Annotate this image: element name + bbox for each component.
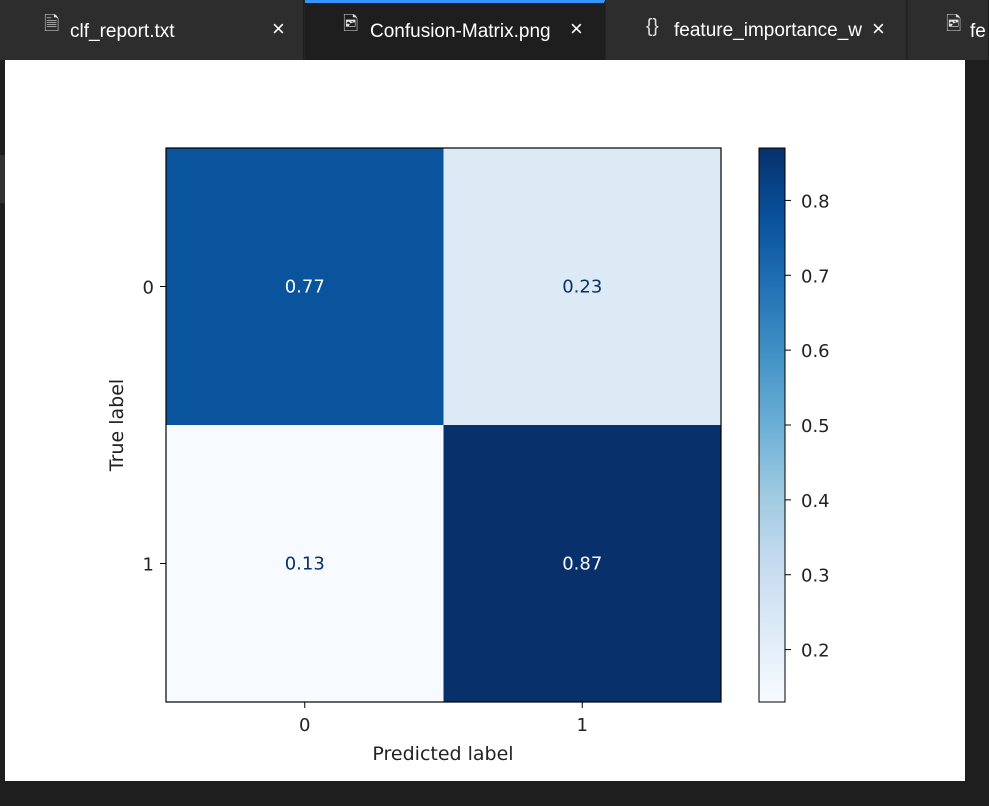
json-braces-icon: {} <box>646 16 659 37</box>
image-file-icon: 🖻 <box>946 14 962 35</box>
tab-label: clf_report.txt <box>70 21 175 42</box>
scroll-marker <box>0 155 5 203</box>
file-text-icon: 🗎 <box>44 14 60 35</box>
tab-clf-report[interactable]: 🗎 clf_report.txt × <box>0 0 304 60</box>
close-icon[interactable]: × <box>872 16 885 41</box>
cell-value-label: 0.23 <box>562 277 602 298</box>
plot-frame <box>165 147 722 703</box>
image-file-icon: 🖻 <box>343 14 359 35</box>
colorbar-tick-label: 0.3 <box>801 566 830 587</box>
x-tick-label: 0 <box>299 715 310 736</box>
colorbar-tick-label: 0.8 <box>801 191 830 212</box>
cell-value-label: 0.87 <box>562 554 602 575</box>
y-axis-label: True label <box>106 379 128 472</box>
close-icon[interactable]: × <box>570 16 583 41</box>
matrix-cell <box>443 148 721 425</box>
editor-gutter <box>0 60 5 806</box>
tab-label: feature_importance_w <box>674 20 862 41</box>
tab-confusion-matrix[interactable]: 🖻 Confusion-Matrix.png × <box>305 0 605 60</box>
colorbar-tick-label: 0.6 <box>801 341 830 362</box>
image-preview: 0.77 0.23 0.13 0.87 0 1 0 1 Predicted label Tr… <box>5 60 965 781</box>
x-axis-label: Predicted label <box>372 743 513 765</box>
y-tick-label: 1 <box>143 555 154 576</box>
tab-feature-importance[interactable]: {} feature_importance_w × <box>606 0 907 60</box>
cell-value-label: 0.13 <box>285 554 325 575</box>
x-tick-label: 1 <box>577 715 588 736</box>
colorbar-tick-label: 0.2 <box>801 641 830 662</box>
colorbar-tick-label: 0.4 <box>801 491 830 512</box>
colorbar-tick-label: 0.5 <box>801 416 830 437</box>
confusion-matrix-chart: 0.77 0.23 0.13 0.87 0 1 0 1 Predicted label Tr… <box>106 147 830 765</box>
close-icon[interactable]: × <box>272 16 285 41</box>
matrix-cell <box>166 148 444 425</box>
colorbar-tick-label: 0.7 <box>801 266 830 287</box>
matrix-cell <box>443 425 721 702</box>
colorbar <box>758 147 786 703</box>
tab-label: fe <box>970 21 986 42</box>
cell-value-label: 0.77 <box>285 277 325 298</box>
matrix-cell <box>166 425 444 702</box>
editor-tab-bar: 🗎 clf_report.txt × 🖻 Confusion-Matrix.pn… <box>0 0 989 60</box>
tab-label: Confusion-Matrix.png <box>370 21 551 42</box>
y-tick-label: 0 <box>143 278 154 299</box>
tab-fe[interactable]: 🖻 fe <box>908 0 989 60</box>
